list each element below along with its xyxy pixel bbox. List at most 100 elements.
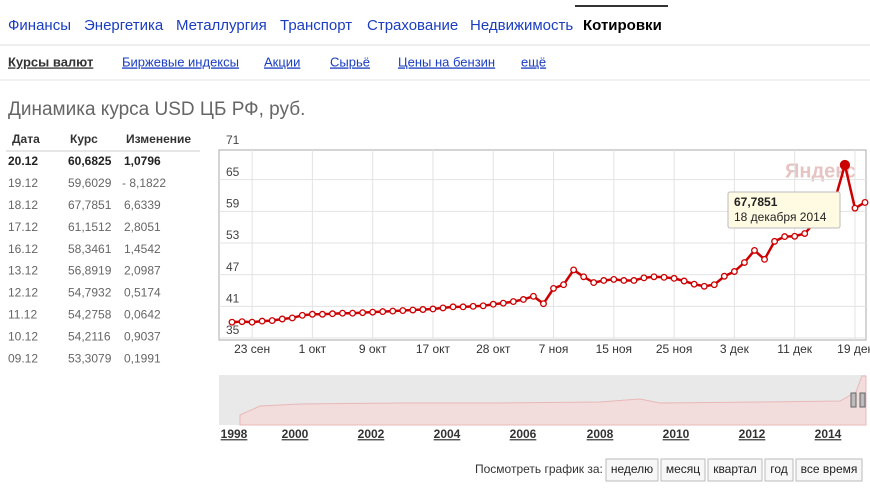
- subnav-link[interactable]: ещё: [521, 54, 546, 69]
- data-point: [439, 304, 447, 312]
- tooltip: [727, 191, 841, 229]
- data-point: [339, 309, 346, 317]
- table-cell: 12.12: [8, 286, 38, 300]
- subnav-link[interactable]: Цены на бензин: [398, 54, 495, 69]
- nav-link[interactable]: Страхование: [367, 17, 458, 34]
- data-point: [409, 306, 417, 314]
- table-cell: 0,5174: [124, 286, 161, 300]
- subnav-link[interactable]: Сырьё: [330, 54, 370, 69]
- table-cell: 67,7851: [68, 198, 112, 212]
- data-point: [791, 232, 799, 240]
- period-button[interactable]: [660, 458, 706, 482]
- table-cell: 11.12: [8, 307, 37, 321]
- y-tick-label: 65: [226, 165, 240, 179]
- data-point: [630, 277, 638, 284]
- table-cell: 19.12: [8, 176, 38, 190]
- table-cell: 0,0642: [124, 307, 161, 321]
- nav-link[interactable]: Энергетика: [84, 17, 164, 34]
- period-button-label[interactable]: месяц: [666, 462, 700, 476]
- data-point: [580, 273, 588, 281]
- table-cell: 1,0796: [124, 154, 161, 168]
- x-tick-label: 1 окт: [299, 342, 327, 356]
- table-cell: 17.12: [8, 220, 38, 234]
- data-point: [278, 315, 286, 323]
- period-button-label[interactable]: неделю: [611, 462, 653, 476]
- navigator-year[interactable]: 2010: [663, 427, 690, 441]
- table-cell: 56,8919: [68, 264, 112, 278]
- navigator-year[interactable]: 2000: [282, 427, 309, 441]
- nav-link[interactable]: Металлургия: [176, 17, 267, 34]
- navigator-year[interactable]: 1998: [221, 427, 248, 441]
- navigator-handle[interactable]: [850, 392, 857, 408]
- subnav-link[interactable]: Акции: [264, 54, 300, 69]
- navigator-year[interactable]: 2008: [587, 427, 614, 441]
- navigator-year[interactable]: 2014: [815, 427, 842, 441]
- period-button-label[interactable]: квартал: [713, 462, 757, 476]
- tooltip-value: 67,7851: [734, 195, 778, 209]
- table-cell: 54,7932: [68, 286, 112, 300]
- data-point: [228, 318, 236, 326]
- data-point: [771, 237, 779, 245]
- table-cell: 2,0987: [124, 264, 161, 278]
- data-point: [318, 310, 326, 318]
- period-button[interactable]: [707, 458, 763, 482]
- data-point: [570, 266, 578, 274]
- nav-link[interactable]: Финансы: [8, 17, 71, 34]
- table-cell: - 8,1822: [122, 176, 166, 190]
- table-header: Дата: [12, 132, 40, 146]
- data-point: [781, 233, 789, 241]
- data-point: [560, 281, 568, 289]
- data-point: [600, 277, 608, 284]
- subnav-link[interactable]: Курсы валют: [8, 54, 93, 69]
- table-cell: 1,4542: [124, 242, 161, 256]
- table-cell: 20.12: [8, 154, 38, 168]
- table-cell: 2,8051: [124, 220, 161, 234]
- nav-link[interactable]: Транспорт: [280, 17, 352, 34]
- data-point: [590, 279, 598, 287]
- period-button[interactable]: [795, 458, 863, 482]
- y-tick-label: 47: [226, 260, 240, 274]
- data-point: [389, 307, 397, 315]
- navigator-year[interactable]: 2006: [510, 427, 537, 441]
- x-tick-label: 19 дек: [837, 342, 870, 356]
- line: [231, 159, 866, 324]
- data-point: [740, 259, 748, 266]
- data-point: [761, 255, 768, 263]
- data-point: [288, 314, 296, 322]
- x-tick-label: 28 окт: [476, 342, 511, 356]
- nav-link[interactable]: Котировки: [583, 17, 662, 34]
- table-cell: 6,6339: [124, 198, 161, 212]
- navigator-handle[interactable]: [859, 392, 866, 408]
- data-point: [861, 199, 869, 206]
- plot-area: [218, 149, 867, 341]
- data-point: [680, 277, 688, 285]
- period-button-label[interactable]: год: [770, 462, 788, 476]
- table-cell: 58,3461: [68, 242, 112, 256]
- navigator-year[interactable]: 2002: [358, 427, 385, 441]
- data-point: [489, 300, 497, 308]
- table-cell: 54,2758: [68, 307, 112, 321]
- navigator-year[interactable]: 2012: [739, 427, 766, 441]
- data-point: [700, 282, 708, 290]
- period-button-label[interactable]: все время: [801, 462, 858, 476]
- data-point: [801, 230, 809, 237]
- x-tick-label: 25 ноя: [656, 342, 692, 356]
- data-point: [469, 302, 477, 310]
- period-button[interactable]: [605, 458, 659, 482]
- data-point: [359, 309, 367, 317]
- table-cell: 09.12: [8, 351, 38, 365]
- nav-link[interactable]: Недвижимость: [470, 17, 573, 34]
- x-tick-label: 9 окт: [359, 342, 387, 356]
- data-point: [690, 280, 698, 288]
- table-header: Курс: [70, 132, 98, 146]
- watermark: Яндекс: [785, 160, 856, 182]
- x-tick-label: 7 ноя: [539, 342, 569, 356]
- period-button[interactable]: [764, 458, 794, 482]
- navigator-year[interactable]: 2004: [434, 427, 461, 441]
- x-tick-label: 23 сен: [234, 342, 270, 356]
- table-cell: 0,9037: [124, 329, 161, 343]
- subnav-link[interactable]: Биржевые индексы: [122, 54, 239, 69]
- data-point: [479, 302, 487, 310]
- data-point: [550, 284, 557, 292]
